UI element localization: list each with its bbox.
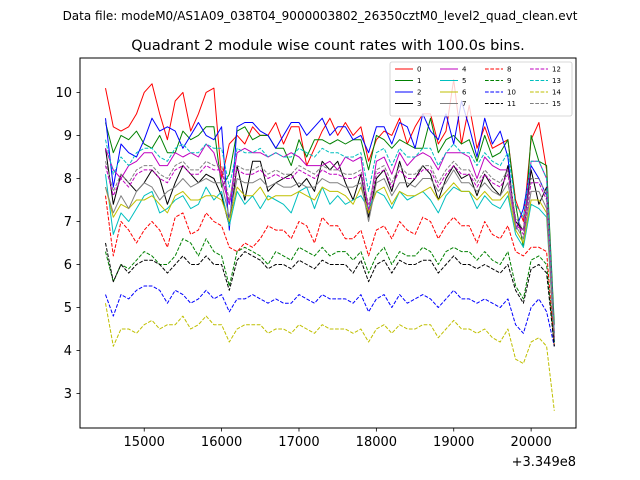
series-line-2 (105, 100, 555, 343)
legend-label-13: 13 (552, 77, 561, 85)
x-tick-label: 18000 (356, 435, 397, 450)
legend-box (389, 61, 573, 117)
legend-label-8: 8 (507, 66, 511, 74)
x-axis: 15000 16000 17000 18000 19000 20000 (124, 428, 552, 450)
legend-label-6: 6 (462, 89, 467, 97)
chart-title: Quadrant 2 module wise count rates with … (131, 38, 525, 54)
y-tick-label: 4 (64, 344, 72, 359)
y-tick-label: 10 (55, 86, 72, 101)
y-tick-label: 7 (64, 215, 72, 230)
legend-label-11: 11 (507, 100, 516, 108)
x-tick-label: 20000 (510, 435, 551, 450)
series-line-12 (105, 165, 555, 338)
series-line-7 (105, 169, 555, 338)
chart-suptitle: Data file: modeM0/AS1A09_038T04_90000038… (63, 9, 578, 23)
series-line-0 (105, 79, 555, 334)
legend-label-1: 1 (417, 77, 421, 85)
series-line-4 (105, 143, 555, 334)
legend-label-15: 15 (552, 100, 561, 108)
series-line-11 (105, 242, 555, 347)
y-axis: 3 4 5 6 7 8 9 10 (55, 86, 80, 402)
axes-frame (79, 57, 577, 429)
y-tick-label: 3 (64, 387, 72, 402)
legend-label-4: 4 (462, 66, 467, 74)
legend-label-3: 3 (417, 100, 421, 108)
series-line-13 (105, 139, 555, 334)
legend-label-7: 7 (462, 100, 466, 108)
y-tick-label: 5 (64, 301, 72, 316)
legend-label-12: 12 (552, 66, 561, 74)
series-line-8 (105, 195, 555, 347)
x-offset-label: +3.349e8 (512, 455, 576, 470)
plot-area (105, 79, 555, 411)
y-tick-label: 8 (64, 172, 72, 187)
legend-label-10: 10 (507, 89, 516, 97)
x-tick-label: 17000 (278, 435, 319, 450)
legend-label-14: 14 (552, 89, 561, 97)
legend-label-9: 9 (507, 77, 511, 85)
series-line-15 (105, 160, 555, 338)
legend-label-2: 2 (417, 89, 421, 97)
series-line-10 (105, 285, 555, 347)
legend-label-5: 5 (462, 77, 466, 85)
series-line-14 (105, 303, 555, 411)
series-line-5 (105, 174, 555, 343)
series-line-9 (105, 238, 555, 347)
y-tick-label: 9 (64, 129, 72, 144)
series-line-1 (105, 117, 555, 325)
y-tick-label: 6 (64, 258, 72, 273)
series-line-6 (105, 182, 555, 338)
x-tick-label: 19000 (433, 435, 474, 450)
legend-label-0: 0 (417, 66, 421, 74)
x-tick-label: 16000 (201, 435, 242, 450)
x-tick-label: 15000 (124, 435, 165, 450)
